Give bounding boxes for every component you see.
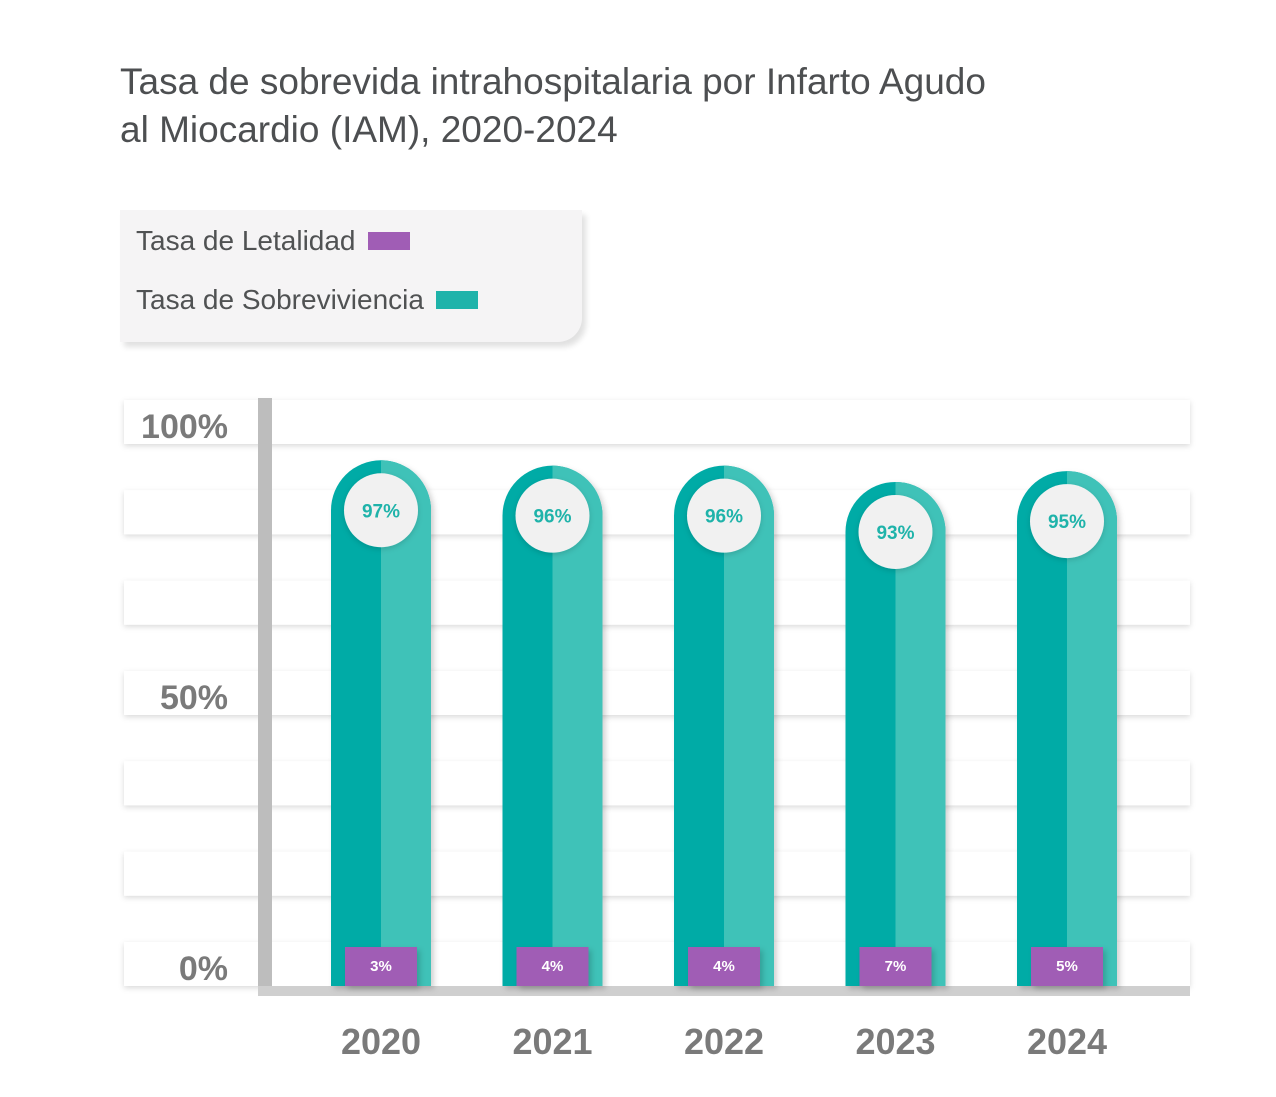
lethality-bar bbox=[1031, 947, 1103, 986]
survival-value-label: 97% bbox=[362, 501, 400, 522]
bar-group: 97% 3% 2020 bbox=[331, 460, 431, 1062]
survival-bar-highlight bbox=[381, 460, 431, 986]
survival-bar-highlight bbox=[1067, 471, 1117, 986]
grid-band bbox=[124, 580, 1190, 625]
survival-value-label: 95% bbox=[1048, 512, 1086, 533]
chart-title: Tasa de sobrevida intrahospitalaria por … bbox=[120, 58, 1220, 154]
lethality-bar bbox=[859, 947, 932, 986]
lethality-bar bbox=[688, 947, 760, 986]
chart-title-line-1: Tasa de sobrevida intrahospitalaria por … bbox=[120, 61, 986, 102]
grid-band bbox=[124, 942, 1190, 986]
bars: 97% 3% 2020 96% 4% 2021 96% 4% 2022 93% 7% 2023 95% 5… bbox=[331, 460, 1117, 1062]
bar-group: 96% 4% 2022 bbox=[674, 465, 774, 1062]
x-tick-label: 2021 bbox=[512, 1021, 592, 1062]
lethality-value-label: 4% bbox=[713, 958, 735, 975]
lethality-value-label: 5% bbox=[1056, 958, 1078, 975]
legend-item-sobreviviencia: Tasa de Sobreviviencia bbox=[136, 284, 478, 316]
x-tick-label: 2022 bbox=[684, 1021, 764, 1062]
axes: 0% 50% 100% bbox=[141, 398, 1190, 996]
legend: Tasa de Letalidad Tasa de Sobreviviencia bbox=[120, 210, 582, 342]
value-bubble bbox=[515, 478, 590, 553]
bar-group: 95% 5% 2024 bbox=[1017, 471, 1117, 1062]
legend-item-letalidad: Tasa de Letalidad bbox=[136, 225, 410, 257]
legend-swatch-letalidad bbox=[367, 232, 410, 250]
grid-band bbox=[124, 400, 1190, 444]
bar-group: 93% 7% 2023 bbox=[845, 481, 946, 1062]
survival-value-label: 93% bbox=[876, 523, 914, 544]
survival-bar-highlight bbox=[724, 465, 774, 986]
value-bubble bbox=[687, 478, 761, 553]
survival-value-label: 96% bbox=[705, 507, 743, 528]
y-tick-label: 0% bbox=[179, 950, 228, 988]
survival-bar-highlight bbox=[552, 465, 603, 986]
gridlines bbox=[124, 400, 1190, 986]
chart-title-line-2: al Miocardio (IAM), 2020-2024 bbox=[120, 109, 618, 150]
x-tick-label: 2020 bbox=[341, 1021, 421, 1062]
lethality-bar bbox=[345, 947, 417, 986]
value-bubble bbox=[858, 494, 933, 569]
y-tick-label: 100% bbox=[141, 408, 228, 446]
legend-label-sobreviviencia: Tasa de Sobreviviencia bbox=[136, 284, 424, 315]
x-axis-line bbox=[258, 986, 1190, 996]
bar-group: 96% 4% 2021 bbox=[502, 465, 603, 1062]
lethality-value-label: 7% bbox=[885, 958, 907, 975]
grid-band bbox=[124, 490, 1190, 535]
grid-band bbox=[124, 761, 1190, 806]
grid-band bbox=[124, 851, 1190, 896]
x-tick-label: 2023 bbox=[855, 1021, 935, 1062]
legend-swatch-sobreviviencia bbox=[435, 291, 478, 309]
value-bubble bbox=[1030, 484, 1104, 559]
survival-value-label: 96% bbox=[533, 507, 571, 528]
survival-bar-highlight bbox=[895, 481, 946, 986]
lethality-value-label: 3% bbox=[370, 958, 392, 975]
lethality-value-label: 4% bbox=[542, 958, 564, 975]
y-tick-label: 50% bbox=[160, 679, 228, 717]
x-tick-label: 2024 bbox=[1027, 1021, 1107, 1062]
legend-label-letalidad: Tasa de Letalidad bbox=[136, 225, 356, 256]
value-bubble bbox=[344, 473, 418, 548]
lethality-bar bbox=[516, 947, 589, 986]
y-axis-line bbox=[258, 398, 272, 996]
grid-band bbox=[124, 671, 1190, 715]
